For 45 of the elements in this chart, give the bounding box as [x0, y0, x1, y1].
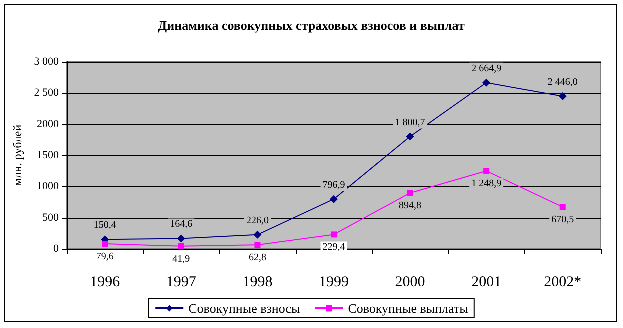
data-label: 2 664,9 — [472, 63, 502, 74]
chart-title: Динамика совокупных страховых взносов и выплат — [158, 18, 466, 33]
x-tick-label: 2002* — [544, 274, 582, 290]
y-tick-label: 2 500 — [34, 87, 60, 100]
data-label: 79,6 — [96, 252, 114, 263]
point — [331, 232, 337, 238]
x-tick-label: 1996 — [90, 274, 121, 290]
point — [254, 242, 261, 248]
point — [560, 204, 566, 210]
y-axis-title: млн. рублей — [10, 124, 24, 186]
point — [558, 92, 567, 101]
x-tick-label: 1997 — [166, 274, 197, 290]
point — [484, 168, 490, 174]
point — [177, 234, 186, 243]
point — [406, 132, 414, 141]
data-label: 226,0 — [246, 215, 269, 226]
data-label: 62,8 — [248, 252, 266, 264]
point — [407, 190, 414, 196]
point — [102, 241, 108, 248]
y-tick-label: 2000 — [37, 118, 60, 130]
y-tick-label: 0 — [54, 243, 60, 255]
data-label: 1 248,9 — [472, 178, 502, 190]
point — [178, 243, 184, 250]
point — [254, 230, 262, 239]
point — [482, 78, 491, 87]
x-tick-label: 2000 — [395, 274, 426, 290]
y-tick-label: 1500 — [37, 150, 60, 162]
data-label: 796,9 — [322, 180, 346, 191]
legend-label: Совокупные взносы — [188, 301, 300, 316]
data-label: 1 800,7 — [395, 117, 426, 128]
data-label: 41,9 — [172, 254, 190, 265]
y-tick-label: 1000 — [37, 180, 60, 193]
y-tick-label: 3 000 — [34, 56, 60, 68]
legend-label: Совокупные выплаты — [348, 301, 469, 316]
data-label: 2 446,0 — [548, 77, 578, 88]
x-tick-label: 2001 — [472, 274, 502, 290]
y-tick-label: 500 — [42, 212, 60, 224]
x-tick-label: 1999 — [319, 274, 349, 290]
data-label: 894,8 — [399, 200, 422, 212]
data-label: 164,6 — [170, 219, 193, 230]
data-label: 229,4 — [322, 242, 346, 254]
data-label: 670,5 — [552, 214, 574, 226]
data-label: 150,4 — [94, 220, 116, 232]
x-tick-label: 1998 — [242, 274, 273, 290]
point — [330, 195, 338, 204]
